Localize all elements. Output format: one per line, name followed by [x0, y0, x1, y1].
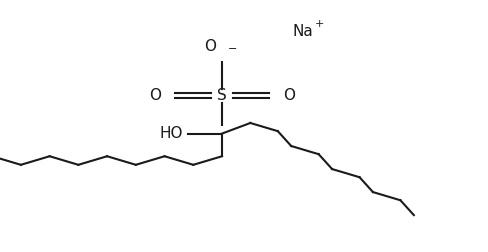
Text: HO: HO — [160, 126, 183, 141]
Text: +: + — [315, 19, 324, 29]
Text: S: S — [217, 88, 227, 103]
Text: O: O — [283, 88, 295, 103]
Text: O: O — [204, 39, 216, 54]
Text: −: − — [228, 44, 237, 54]
Text: O: O — [149, 88, 161, 103]
Text: Na: Na — [293, 24, 314, 39]
